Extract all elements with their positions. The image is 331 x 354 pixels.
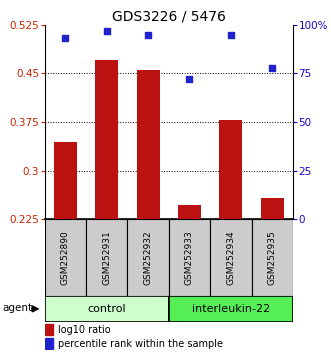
Bar xyxy=(137,70,160,219)
Bar xyxy=(219,120,242,219)
Text: percentile rank within the sample: percentile rank within the sample xyxy=(58,339,223,349)
Point xyxy=(63,35,68,41)
Text: interleukin-22: interleukin-22 xyxy=(192,304,270,314)
Bar xyxy=(54,142,77,219)
Bar xyxy=(252,219,293,296)
Bar xyxy=(45,296,169,322)
Title: GDS3226 / 5476: GDS3226 / 5476 xyxy=(112,10,226,24)
Bar xyxy=(210,219,252,296)
Point xyxy=(187,76,192,82)
Point xyxy=(104,28,109,34)
Point xyxy=(269,65,275,70)
Point xyxy=(146,32,151,38)
Point xyxy=(228,32,234,38)
Bar xyxy=(261,198,284,219)
Text: GSM252931: GSM252931 xyxy=(102,230,111,285)
Text: GSM252935: GSM252935 xyxy=(268,230,277,285)
Text: GSM252890: GSM252890 xyxy=(61,230,70,285)
Bar xyxy=(86,219,127,296)
Text: GSM252933: GSM252933 xyxy=(185,230,194,285)
Bar xyxy=(169,296,293,322)
Bar xyxy=(178,205,201,219)
Text: agent: agent xyxy=(2,303,32,313)
Text: control: control xyxy=(87,304,126,314)
Bar xyxy=(45,338,53,349)
Text: GSM252932: GSM252932 xyxy=(144,230,153,285)
Bar xyxy=(95,61,118,219)
Text: log10 ratio: log10 ratio xyxy=(58,325,111,335)
Bar xyxy=(127,219,169,296)
Bar xyxy=(45,324,53,335)
Bar xyxy=(169,219,210,296)
Bar xyxy=(45,219,86,296)
Text: GSM252934: GSM252934 xyxy=(226,230,235,285)
